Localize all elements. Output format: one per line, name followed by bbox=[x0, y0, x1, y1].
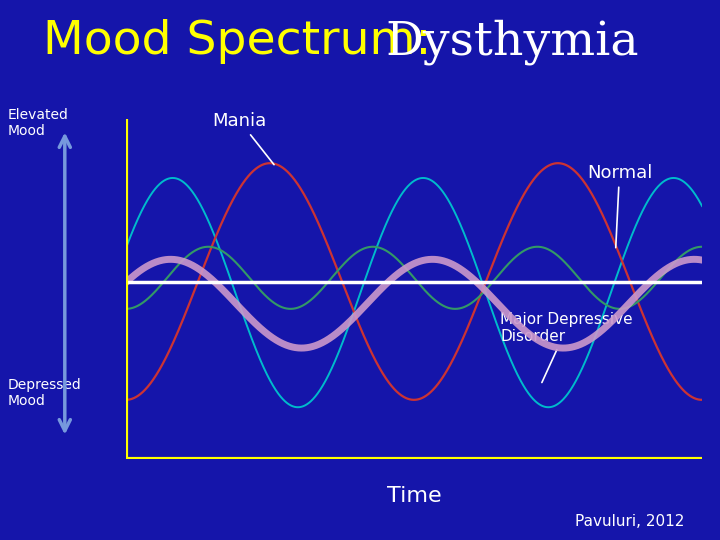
Text: Pavuluri, 2012: Pavuluri, 2012 bbox=[575, 514, 684, 529]
Text: Time: Time bbox=[387, 486, 441, 506]
Text: Mood Spectrum:: Mood Spectrum: bbox=[43, 19, 446, 64]
Text: Mania: Mania bbox=[212, 112, 274, 165]
Text: Major Depressive
Disorder: Major Depressive Disorder bbox=[500, 312, 633, 382]
Text: Dysthymia: Dysthymia bbox=[385, 19, 639, 65]
Text: Elevated
Mood: Elevated Mood bbox=[7, 108, 68, 138]
Text: Depressed
Mood: Depressed Mood bbox=[7, 378, 81, 408]
Text: Normal: Normal bbox=[587, 164, 652, 248]
